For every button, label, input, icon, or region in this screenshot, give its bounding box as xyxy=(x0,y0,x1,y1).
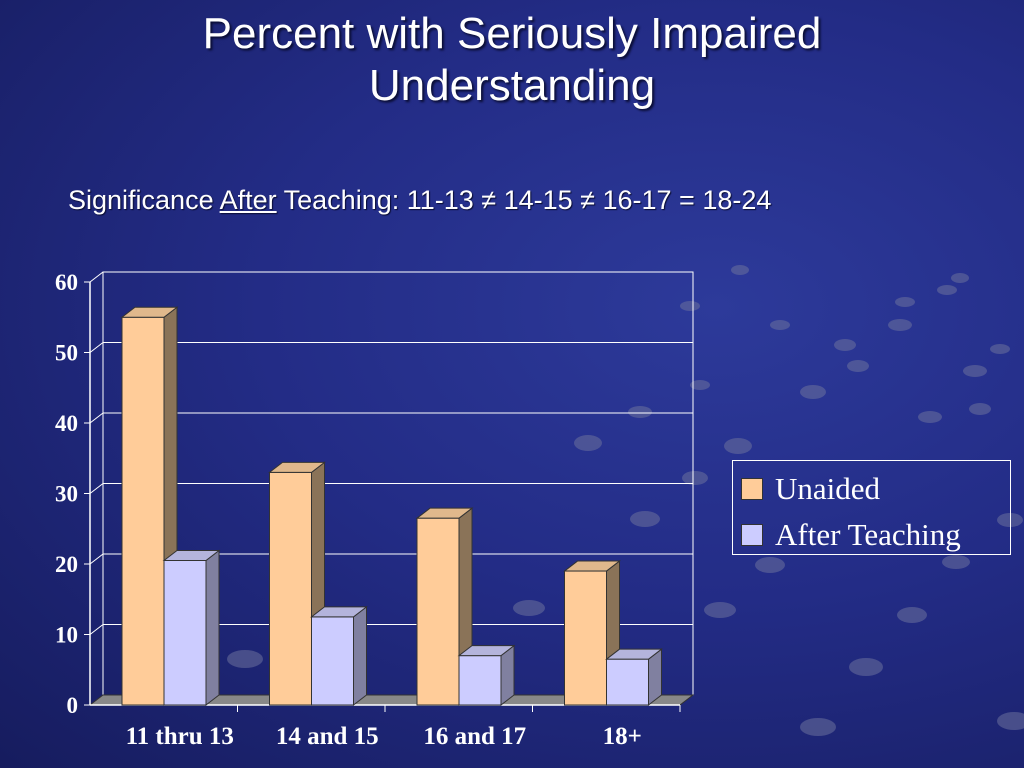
bar-side xyxy=(205,549,220,707)
decor-disc-icon xyxy=(969,403,991,415)
bar-top xyxy=(415,507,474,519)
decor-disc-icon xyxy=(630,511,660,527)
gridline-side xyxy=(89,412,104,424)
bar-top xyxy=(563,560,621,572)
decor-disc-icon xyxy=(937,285,957,295)
bar-after-teaching xyxy=(457,644,516,707)
y-tick-label: 20 xyxy=(55,552,78,577)
bar-front xyxy=(311,616,354,706)
bar-top xyxy=(162,549,221,561)
decor-disc-icon xyxy=(574,435,602,451)
gridline-side xyxy=(89,483,104,494)
bar-unaided xyxy=(415,507,474,707)
x-tick-label: 16 and 17 xyxy=(423,723,526,750)
decor-disc-icon xyxy=(888,319,912,331)
gridline-side xyxy=(89,271,104,283)
bar-top xyxy=(605,648,663,660)
bar-front xyxy=(564,570,607,706)
x-tick-label: 11 thru 13 xyxy=(126,723,234,750)
decor-disc-icon xyxy=(997,712,1024,730)
decor-disc-icon xyxy=(513,600,545,616)
decor-disc-icon xyxy=(690,380,710,390)
slide-title: Percent with Seriously Impaired Understa… xyxy=(0,8,1024,112)
bar-front xyxy=(458,655,502,706)
title-line-1: Percent with Seriously Impaired xyxy=(202,9,822,58)
y-tick-label: 30 xyxy=(55,482,78,507)
y-tick-label: 40 xyxy=(55,411,78,436)
title-line-2: Understanding xyxy=(368,61,656,110)
bar-side xyxy=(353,605,367,707)
subtitle-prefix: Significance xyxy=(68,185,220,215)
legend-swatch-after-teaching xyxy=(741,524,763,546)
legend-label-after-teaching: After Teaching xyxy=(775,517,961,552)
bar-after-teaching xyxy=(162,549,221,707)
decor-disc-icon xyxy=(227,650,263,668)
chart-legend: Unaided After Teaching xyxy=(732,460,1011,555)
subtitle-underlined: After xyxy=(219,185,277,215)
decor-disc-icon xyxy=(897,607,927,623)
bar-top xyxy=(310,606,368,618)
bar-front xyxy=(606,658,649,706)
x-tick-label: 18+ xyxy=(603,723,642,750)
decor-disc-icon xyxy=(800,385,826,399)
decor-disc-icon xyxy=(731,265,749,275)
legend-item-unaided: Unaided xyxy=(741,469,880,509)
decor-disc-icon xyxy=(755,557,785,573)
bar-front xyxy=(121,316,165,706)
decor-disc-icon xyxy=(628,406,652,418)
significance-subtitle: Significance After Teaching: 11-13 ≠ 14-… xyxy=(68,182,968,218)
gridline-side xyxy=(89,624,104,635)
decor-disc-icon xyxy=(963,365,987,377)
decor-disc-icon xyxy=(918,411,942,423)
decor-disc-icon xyxy=(800,718,836,736)
subtitle-suffix: Teaching: 11-13 ≠ 14-15 ≠ 16-17 = 18-24 xyxy=(276,185,772,215)
legend-item-after-teaching: After Teaching xyxy=(741,515,961,555)
bar-top xyxy=(120,306,179,318)
y-tick-label: 60 xyxy=(55,270,78,295)
legend-swatch-unaided xyxy=(741,478,763,500)
x-tick-label: 14 and 15 xyxy=(276,723,379,750)
decor-disc-icon xyxy=(942,555,970,569)
decor-disc-icon xyxy=(682,471,708,485)
decor-disc-icon xyxy=(724,438,752,454)
decor-disc-icon xyxy=(770,320,790,330)
decor-disc-icon xyxy=(847,360,869,372)
decor-disc-icon xyxy=(680,301,700,311)
decor-disc-icon xyxy=(951,273,969,283)
bar-after-teaching xyxy=(605,648,663,707)
legend-label-unaided: Unaided xyxy=(775,471,881,506)
y-tick-label: 10 xyxy=(55,623,78,648)
decor-disc-icon xyxy=(834,339,856,351)
bar-top xyxy=(268,461,326,473)
decor-disc-icon xyxy=(704,602,736,618)
y-tick-label: 50 xyxy=(55,341,78,366)
decor-disc-icon xyxy=(895,297,915,307)
bar-front xyxy=(163,559,207,706)
gridline-side xyxy=(89,553,104,565)
decor-disc-icon xyxy=(849,658,883,676)
bar-front xyxy=(416,517,460,706)
decor-disc-icon xyxy=(990,344,1010,354)
gridline-side xyxy=(89,342,104,353)
bar-top xyxy=(457,645,516,657)
bar-after-teaching xyxy=(310,605,368,707)
bar-front xyxy=(269,471,312,706)
y-tick-label: 0 xyxy=(67,693,79,718)
